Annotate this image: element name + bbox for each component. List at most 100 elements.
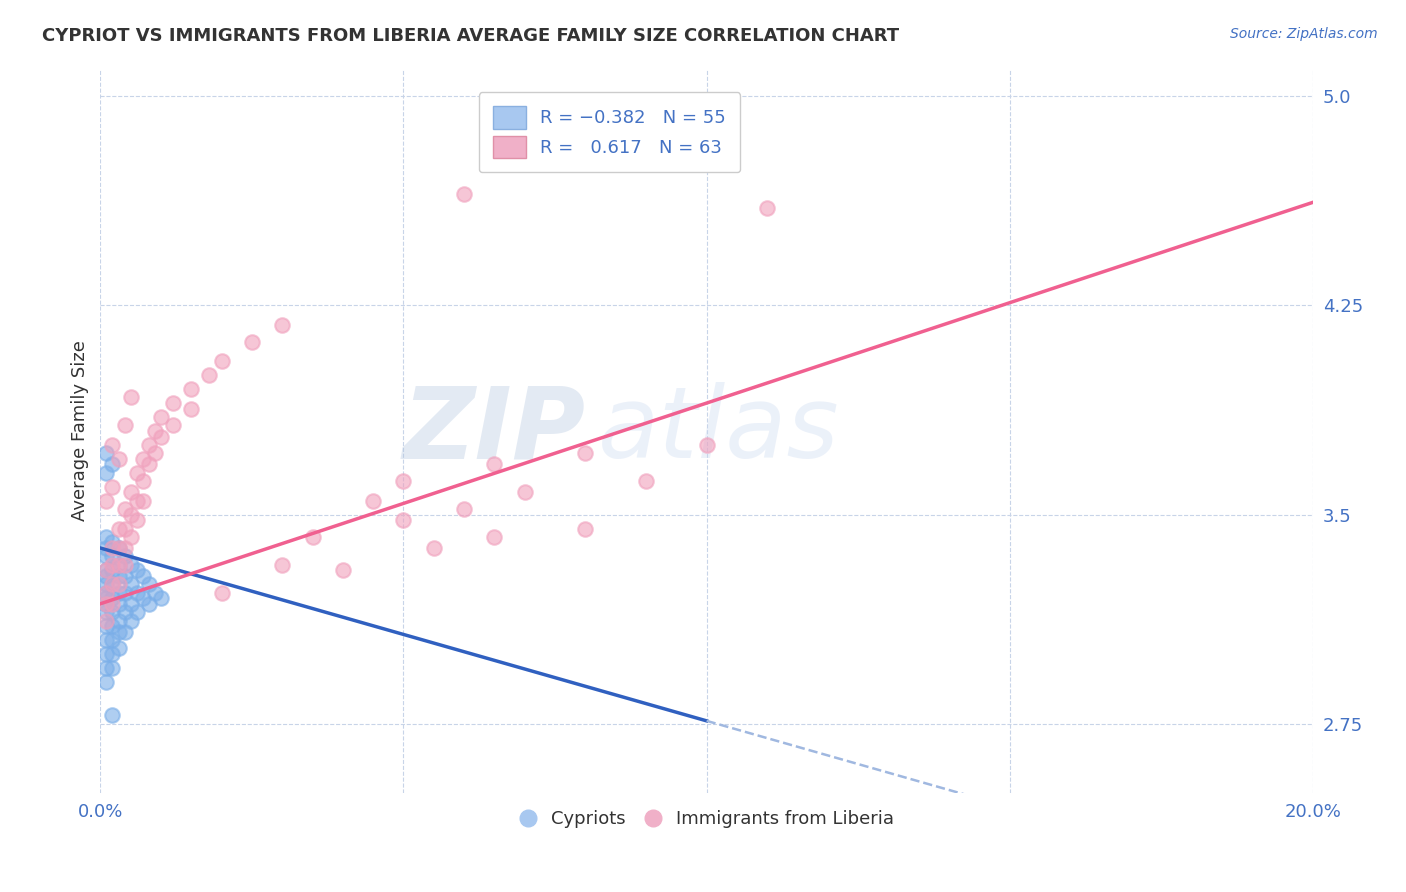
- Point: [132, 451, 155, 466]
- Point: [107, 541, 129, 555]
- Point: [101, 619, 124, 633]
- Point: [101, 633, 124, 648]
- Point: [114, 418, 136, 433]
- Point: [101, 647, 124, 661]
- Point: [132, 474, 155, 488]
- Text: Source: ZipAtlas.com: Source: ZipAtlas.com: [1230, 27, 1378, 41]
- Point: [101, 661, 124, 675]
- Point: [96, 674, 118, 689]
- Point: [453, 502, 475, 516]
- Point: [101, 591, 124, 606]
- Point: [143, 424, 166, 438]
- Point: [96, 530, 118, 544]
- Text: CYPRIOT VS IMMIGRANTS FROM LIBERIA AVERAGE FAMILY SIZE CORRELATION CHART: CYPRIOT VS IMMIGRANTS FROM LIBERIA AVERA…: [42, 27, 900, 45]
- Point: [301, 530, 323, 544]
- Point: [211, 585, 233, 599]
- Point: [101, 597, 124, 611]
- Point: [162, 418, 184, 433]
- Point: [125, 513, 148, 527]
- Point: [634, 474, 657, 488]
- Point: [138, 577, 160, 591]
- Point: [101, 558, 124, 572]
- Point: [125, 605, 148, 619]
- Point: [120, 530, 142, 544]
- Point: [107, 521, 129, 535]
- Point: [125, 466, 148, 480]
- Point: [101, 549, 124, 564]
- Point: [574, 521, 596, 535]
- Point: [96, 647, 118, 661]
- Point: [96, 591, 118, 606]
- Point: [96, 585, 118, 599]
- Point: [198, 368, 221, 383]
- Point: [96, 605, 118, 619]
- Point: [132, 569, 155, 583]
- Point: [101, 577, 124, 591]
- Point: [96, 446, 118, 460]
- Point: [114, 502, 136, 516]
- Point: [696, 438, 718, 452]
- Point: [120, 558, 142, 572]
- Point: [101, 577, 124, 591]
- Point: [271, 558, 294, 572]
- Point: [162, 396, 184, 410]
- Point: [180, 401, 202, 416]
- Point: [107, 541, 129, 555]
- Point: [125, 563, 148, 577]
- Point: [120, 597, 142, 611]
- Point: [138, 597, 160, 611]
- Point: [114, 549, 136, 564]
- Point: [96, 569, 118, 583]
- Point: [107, 614, 129, 628]
- Point: [107, 451, 129, 466]
- Point: [96, 577, 118, 591]
- Point: [149, 591, 172, 606]
- Y-axis label: Average Family Size: Average Family Size: [72, 341, 89, 521]
- Point: [96, 619, 118, 633]
- Point: [484, 530, 506, 544]
- Point: [107, 597, 129, 611]
- Point: [240, 334, 263, 349]
- Point: [120, 508, 142, 522]
- Point: [574, 446, 596, 460]
- Point: [96, 633, 118, 648]
- Point: [120, 485, 142, 500]
- Point: [132, 591, 155, 606]
- Point: [120, 614, 142, 628]
- Point: [211, 354, 233, 368]
- Point: [114, 541, 136, 555]
- Point: [332, 563, 354, 577]
- Point: [453, 186, 475, 201]
- Point: [101, 605, 124, 619]
- Point: [101, 563, 124, 577]
- Point: [138, 458, 160, 472]
- Point: [149, 409, 172, 424]
- Point: [107, 577, 129, 591]
- Point: [756, 201, 779, 215]
- Point: [114, 585, 136, 599]
- Legend: Cypriots, Immigrants from Liberia: Cypriots, Immigrants from Liberia: [512, 803, 901, 835]
- Point: [513, 485, 536, 500]
- Point: [125, 493, 148, 508]
- Point: [96, 597, 118, 611]
- Point: [484, 458, 506, 472]
- Point: [271, 318, 294, 332]
- Point: [96, 563, 118, 577]
- Point: [423, 541, 446, 555]
- Point: [96, 614, 118, 628]
- Point: [96, 661, 118, 675]
- Point: [96, 549, 118, 564]
- Point: [138, 438, 160, 452]
- Point: [143, 446, 166, 460]
- Point: [125, 585, 148, 599]
- Point: [120, 577, 142, 591]
- Point: [180, 382, 202, 396]
- Point: [96, 466, 118, 480]
- Point: [101, 708, 124, 723]
- Point: [392, 474, 415, 488]
- Text: atlas: atlas: [598, 383, 839, 479]
- Point: [101, 541, 124, 555]
- Point: [96, 563, 118, 577]
- Point: [107, 558, 129, 572]
- Point: [96, 541, 118, 555]
